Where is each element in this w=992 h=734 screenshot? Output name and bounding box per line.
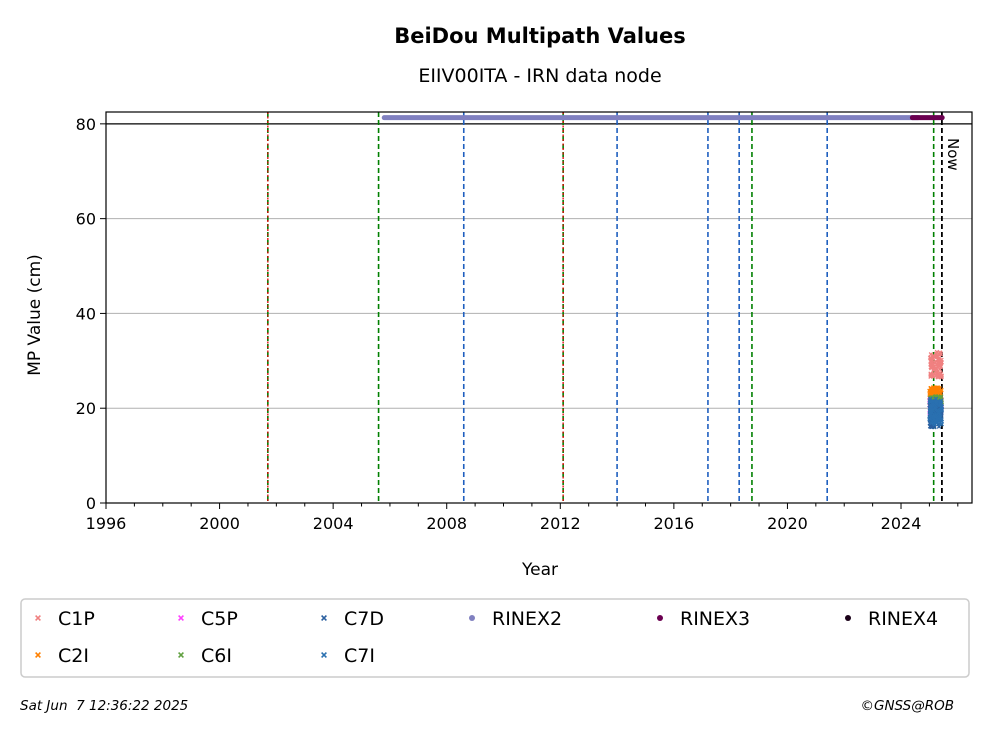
y-tick-label: 40 — [76, 304, 96, 323]
data-point-C1P — [933, 353, 938, 359]
data-point-C7I — [933, 418, 939, 424]
data-point-C1P — [933, 365, 939, 370]
legend-label: C7D — [344, 608, 384, 630]
legend-label: C5P — [201, 608, 238, 630]
legend-label: RINEX2 — [492, 608, 562, 630]
legend-marker — [35, 615, 41, 621]
data-point-C7I — [934, 399, 939, 405]
data-point-C2I — [937, 390, 943, 396]
data-point-C2I — [932, 389, 937, 394]
x-axis-label: Year — [521, 560, 558, 580]
x-tick-label: 2012 — [540, 514, 581, 533]
legend-item-RINEX3: RINEX3 — [657, 608, 750, 630]
plot-frame — [105, 111, 973, 504]
copyright: ©GNSS@ROB — [861, 698, 955, 714]
x-tick-label: 2020 — [767, 514, 808, 533]
legend-label: C6I — [201, 645, 232, 667]
data-point-C1P — [928, 365, 934, 371]
y-tick-label: 0 — [86, 494, 96, 513]
legend-label: C2I — [58, 645, 89, 667]
data-point-C7I — [932, 414, 938, 420]
chart-title: BeiDou Multipath Values — [394, 24, 686, 48]
x-tick-label: 2004 — [313, 514, 354, 533]
y-tick-label: 80 — [76, 115, 96, 134]
y-tick-label: 20 — [76, 399, 96, 418]
grid-lines — [106, 123, 972, 409]
legend: C1P C5P C7D RINEX2 RINEX3 RINEX4 C2I C6I C7I — [35, 608, 938, 667]
data-point-C1P — [929, 358, 935, 363]
data-point-C7I — [937, 422, 942, 427]
data-point-C1P — [939, 360, 944, 366]
data-point-C1P — [936, 356, 941, 361]
data-point-C1P — [933, 369, 939, 374]
data-point-C1P — [939, 373, 945, 378]
x-tick-label: 2000 — [199, 514, 240, 533]
legend-marker — [657, 615, 663, 621]
series-C7I — [927, 396, 945, 427]
data-point-C7I — [928, 410, 933, 415]
data-point-C7I — [937, 408, 942, 414]
x-tick-label: 1996 — [86, 514, 127, 533]
event-lines — [267, 112, 943, 503]
legend-label: C7I — [344, 645, 375, 667]
y-axis-ticks: 0 20 40 60 80 — [76, 115, 106, 513]
legend-item-C6I: C6I — [178, 645, 232, 667]
legend-marker — [321, 615, 327, 621]
data-point-C7I — [927, 416, 932, 422]
data-point-C7I — [932, 405, 938, 411]
legend-marker — [178, 652, 184, 658]
legend-label: RINEX3 — [680, 608, 750, 630]
data-point-C7I — [938, 400, 943, 406]
x-tick-label: 2024 — [881, 514, 922, 533]
data-point-C2I — [935, 385, 941, 390]
legend-box — [20, 598, 970, 678]
legend-item-C2I: C2I — [35, 645, 89, 667]
legend-label: C1P — [58, 608, 95, 630]
legend-item-RINEX4: RINEX4 — [845, 608, 938, 630]
y-axis-label: MP Value (cm) — [25, 254, 45, 376]
data-point-C7I — [929, 407, 934, 413]
legend-item-RINEX2: RINEX2 — [469, 608, 562, 630]
legend-marker — [469, 615, 475, 621]
data-point-C7I — [930, 398, 935, 404]
data-points — [927, 349, 945, 430]
data-point-C1P — [930, 373, 935, 379]
data-point-C1P — [935, 374, 941, 379]
legend-marker — [845, 615, 851, 621]
legend-marker — [321, 652, 327, 658]
x-tick-label: 2008 — [426, 514, 467, 533]
legend-marker — [178, 615, 184, 621]
data-point-C1P — [938, 364, 943, 370]
x-axis-ticks: 1996 2000 2004 2008 2012 2016 2020 2024 — [86, 503, 959, 533]
now-label: Now — [944, 138, 962, 171]
data-point-C1P — [937, 350, 943, 355]
legend-label: RINEX4 — [868, 608, 938, 630]
chart-subtitle: EIIV00ITA - IRN data node — [418, 65, 661, 87]
series-C1P — [927, 349, 945, 380]
y-tick-label: 60 — [76, 210, 96, 229]
legend-item-C7I: C7I — [321, 645, 375, 667]
legend-item-C7D: C7D — [321, 608, 384, 630]
legend-item-C1P: C1P — [35, 608, 95, 630]
data-point-C1P — [928, 358, 934, 363]
legend-item-C5P: C5P — [178, 608, 238, 630]
x-tick-label: 2016 — [654, 514, 695, 533]
legend-marker — [35, 652, 41, 658]
data-point-C7I — [928, 403, 934, 408]
timestamp: Sat Jun 7 12:36:22 2025 — [20, 698, 188, 714]
